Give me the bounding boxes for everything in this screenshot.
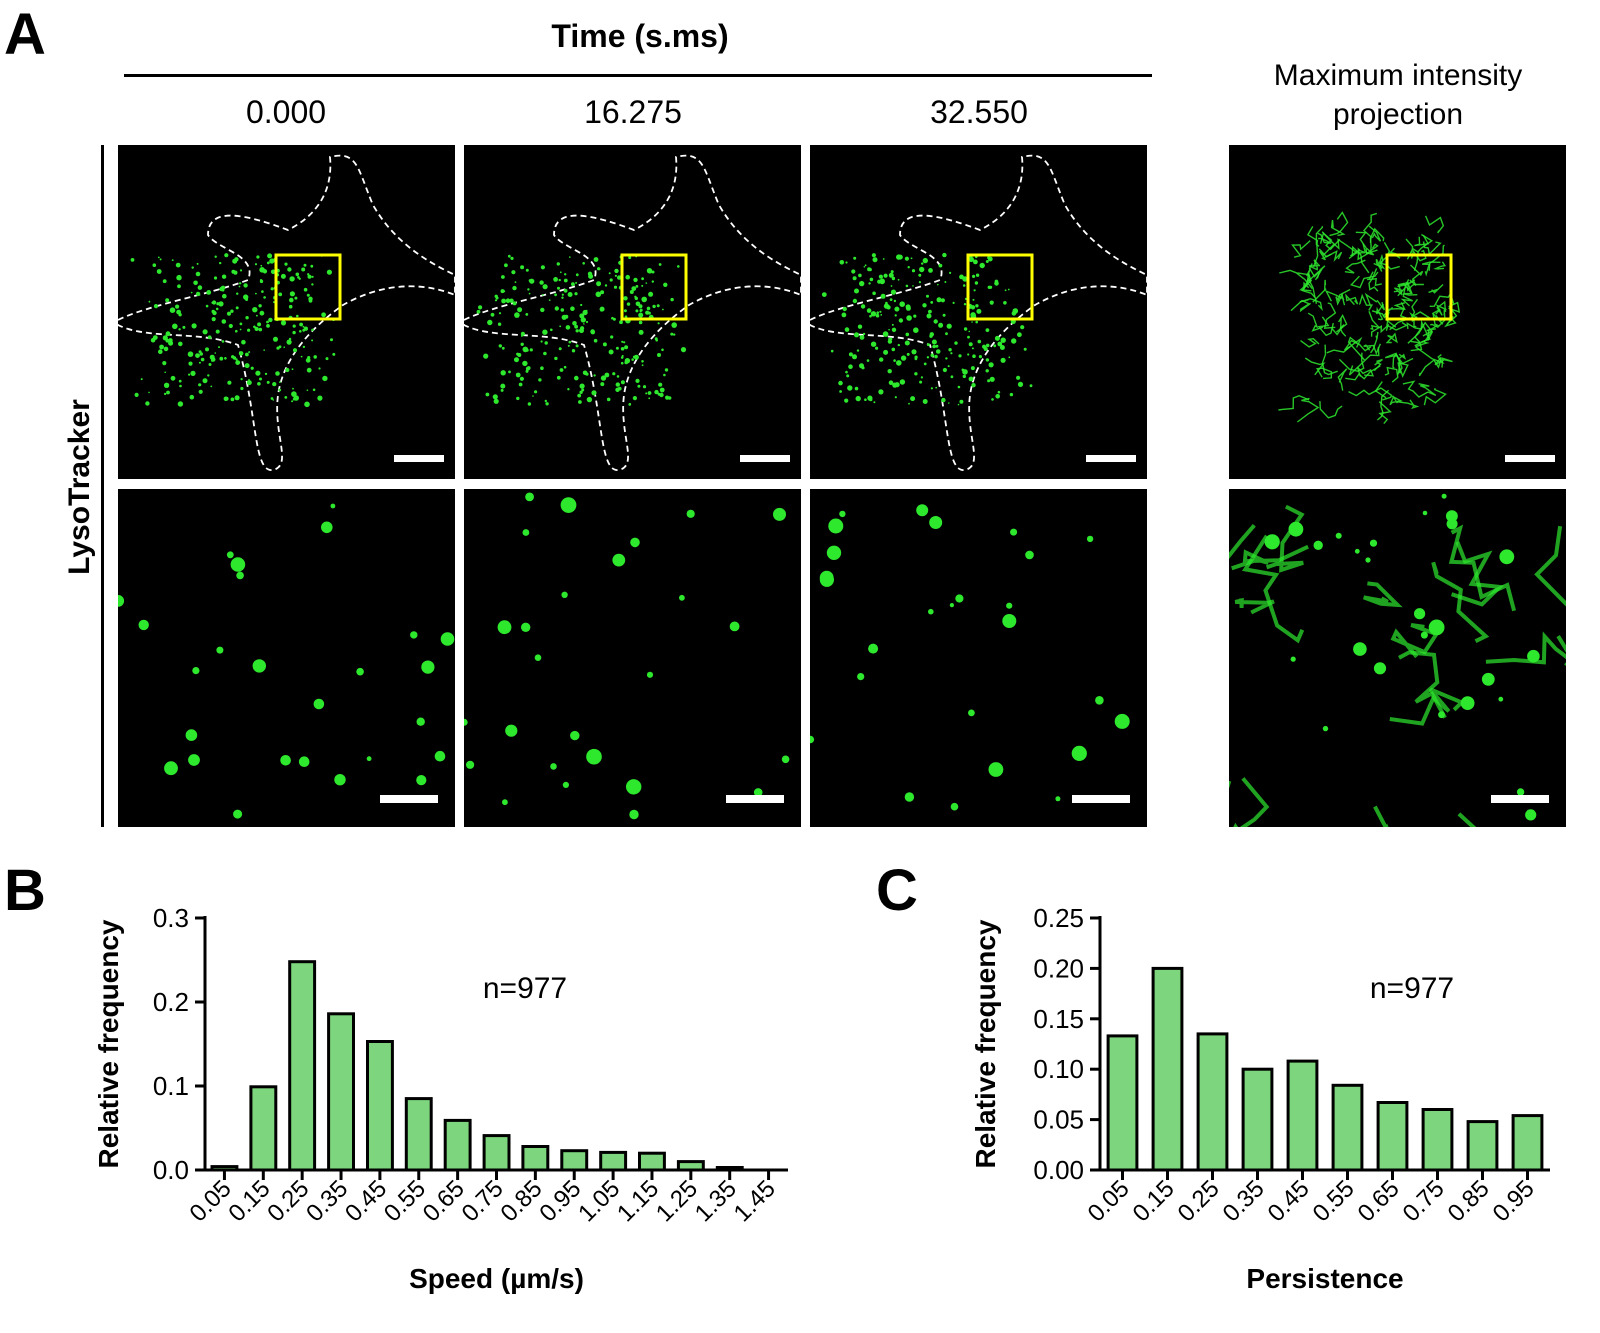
bar-0.95 (560, 1149, 589, 1172)
x-tick-label: 0.65 (1353, 1175, 1405, 1227)
bar-0.95 (1511, 1114, 1544, 1172)
x-tick-label: 0.35 (1218, 1175, 1270, 1227)
time-axis-line (124, 74, 1152, 77)
bar-0.35 (1241, 1067, 1274, 1172)
x-tick-label: 0.05 (185, 1175, 237, 1227)
bar-0.55 (1331, 1083, 1364, 1172)
y-tick-label: 0.05 (1033, 1105, 1084, 1135)
bar-0.85 (1466, 1120, 1499, 1172)
y-tick-label: 0.2 (153, 987, 189, 1017)
x-tick-label: 0.75 (1398, 1175, 1450, 1227)
cell-image-t1 (464, 145, 801, 479)
y-tick-label: 0.1 (153, 1071, 189, 1101)
bar-0.75 (1421, 1108, 1454, 1172)
x-tick-label: 1.05 (573, 1175, 625, 1227)
sample-size-annotation: n=977 (1370, 972, 1454, 1005)
x-tick-label: 1.45 (729, 1175, 781, 1227)
time-label-0: 0.000 (245, 94, 327, 130)
y-tick-label: 0.25 (1033, 903, 1084, 933)
x-tick-label: 0.45 (340, 1175, 392, 1227)
y-tick-label: 0.3 (153, 903, 189, 933)
bar-1.05 (599, 1150, 628, 1172)
y-tick-label: 0.15 (1033, 1004, 1084, 1034)
y-axis-title: Relative frequency (93, 919, 124, 1168)
x-tick-label: 0.55 (379, 1175, 431, 1227)
y-tick-label: 0.10 (1033, 1054, 1084, 1084)
x-tick-label: 0.45 (1263, 1175, 1315, 1227)
bar-1.25 (676, 1160, 705, 1172)
bar-0.25 (1196, 1032, 1229, 1172)
bar-0.25 (288, 960, 317, 1172)
time-label-2: 32.550 (930, 94, 1028, 130)
y-tick-label: 0.00 (1033, 1155, 1084, 1185)
x-tick-label: 0.25 (262, 1175, 314, 1227)
bar-0.05 (1106, 1034, 1139, 1172)
zoom-image-t1 (464, 489, 801, 827)
x-tick-label: 0.85 (495, 1175, 547, 1227)
cell-image-mip (1229, 145, 1566, 479)
y-axis-title: Relative frequency (970, 919, 1001, 1168)
chart-persistence: 0.000.050.100.150.200.250.050.150.250.35… (970, 903, 1550, 1294)
x-tick-label: 1.35 (690, 1175, 742, 1227)
bar-0.75 (482, 1134, 511, 1172)
x-tick-label: 0.95 (534, 1175, 586, 1227)
zoom-image-mip (1229, 489, 1566, 827)
bar-0.55 (404, 1097, 433, 1172)
x-tick-label: 0.85 (1443, 1175, 1495, 1227)
x-axis-title: Persistence (1246, 1263, 1403, 1294)
x-tick-label: 0.15 (1128, 1175, 1180, 1227)
y-tick-label: 0.20 (1033, 953, 1084, 983)
projection-title-line2: projection (1332, 98, 1464, 131)
bar-0.85 (521, 1145, 550, 1172)
row-bracket-line (101, 145, 104, 827)
cell-image-t2 (810, 145, 1147, 479)
bar-0.65 (1376, 1101, 1409, 1172)
x-tick-label: 0.25 (1173, 1175, 1225, 1227)
x-tick-label: 1.25 (651, 1175, 703, 1227)
x-tick-label: 0.15 (223, 1175, 275, 1227)
bar-0.45 (366, 1040, 394, 1172)
bar-1.35 (715, 1166, 744, 1172)
sample-size-annotation: n=977 (483, 972, 567, 1005)
bar-0.35 (327, 1012, 356, 1172)
x-tick-label: 0.95 (1488, 1175, 1540, 1227)
chart-speed: 0.0 0.1 0.2 0.3 0.050.150.250.350.450.550.65… (93, 903, 788, 1294)
projection-title-line1: Maximum intensity (1273, 59, 1523, 92)
x-axis-title: Speed (µm/s) (409, 1263, 584, 1294)
bar-0.15 (1151, 966, 1184, 1172)
projection-title: Maximum intensity projection (1218, 56, 1578, 134)
y-tick-label: 0.0 (153, 1155, 189, 1185)
time-axis-title: Time (s.ms) (551, 18, 729, 54)
bar-0.45 (1286, 1059, 1319, 1172)
x-tick-label: 0.65 (418, 1175, 470, 1227)
x-tick-label: 1.15 (612, 1175, 664, 1227)
time-label-1: 16.275 (584, 94, 682, 130)
row-label-lysotracker: LysoTracker (63, 399, 96, 575)
bar-0.05 (210, 1165, 239, 1172)
bar-1.15 (638, 1151, 666, 1172)
zoom-image-t2 (810, 489, 1147, 827)
bar-0.15 (249, 1085, 278, 1172)
bar-0.65 (443, 1118, 472, 1172)
x-tick-label: 0.35 (301, 1175, 353, 1227)
zoom-image-t0 (118, 489, 455, 827)
panel-letter-b: B (4, 858, 46, 923)
panel-letter-a: A (4, 2, 46, 67)
panel-letter-c: C (876, 858, 918, 923)
x-tick-label: 0.75 (457, 1175, 509, 1227)
x-tick-label: 0.55 (1308, 1175, 1360, 1227)
cell-image-t0 (118, 145, 455, 479)
x-tick-label: 0.05 (1083, 1175, 1135, 1227)
